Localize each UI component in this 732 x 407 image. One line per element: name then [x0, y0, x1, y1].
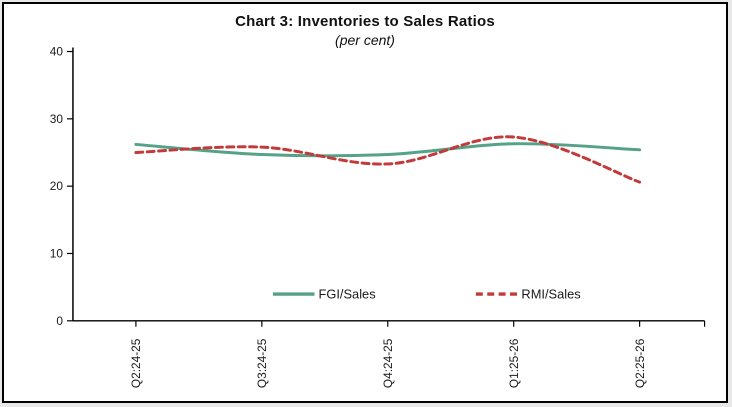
y-tick-label: 20 — [50, 179, 64, 193]
legend-label-fgi-sales: FGI/Sales — [318, 287, 375, 302]
fgi-sales-line — [134, 142, 642, 158]
x-tick-label: Q2:24-25 — [129, 338, 143, 388]
chart-title: Chart 3: Inventories to Sales Ratios — [235, 13, 495, 30]
x-tick-label: Q2:25-26 — [633, 338, 647, 388]
y-tick-label: 30 — [50, 112, 64, 126]
x-tick-label: Q3:24-25 — [255, 338, 269, 388]
chart-frame: Chart 3: Inventories to Sales Ratios (pe… — [2, 2, 728, 403]
x-tick-label: Q4:24-25 — [381, 338, 395, 388]
legend-label-rmi-sales: RMI/Sales — [521, 287, 580, 302]
chart-subtitle: (per cent) — [335, 32, 395, 48]
y-tick-label: 0 — [56, 314, 63, 328]
chart-canvas: 0 10 20 30 40 Q2:24-25 Q3:24-25 Q4:24-25 Q1:25-2… — [50, 44, 706, 388]
y-tick-label: 10 — [50, 246, 64, 260]
x-tick-label: Q1:25-26 — [507, 338, 521, 388]
rmi-sales-line — [134, 135, 642, 184]
y-tick-label: 40 — [50, 44, 64, 58]
